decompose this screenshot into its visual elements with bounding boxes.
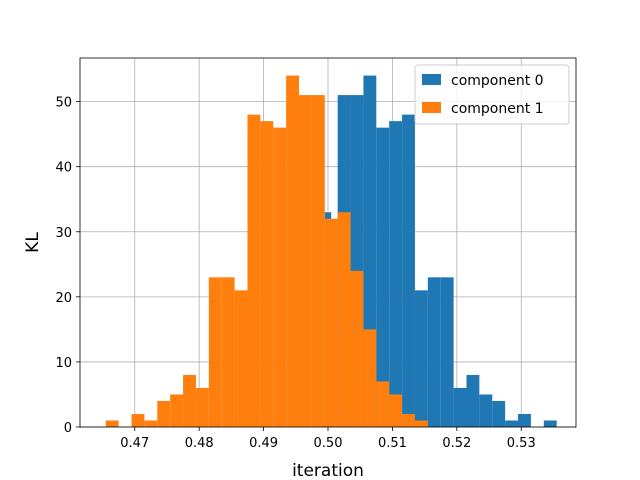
y-tick-label: 10 bbox=[55, 356, 72, 371]
histogram-bar-component-0 bbox=[479, 394, 493, 427]
histogram-bar-component-1 bbox=[183, 374, 196, 427]
histogram-bar-component-1 bbox=[247, 114, 261, 427]
histogram-bar-component-1 bbox=[234, 290, 248, 427]
histogram-bar-component-1 bbox=[208, 277, 222, 427]
x-tick-label: 0.47 bbox=[120, 436, 149, 451]
histogram-bar-component-1 bbox=[350, 270, 364, 427]
histogram-bar-component-1 bbox=[131, 413, 145, 427]
y-tick-label: 0 bbox=[64, 421, 72, 436]
histogram-bar-component-1 bbox=[273, 127, 287, 427]
histogram-bar-component-1 bbox=[402, 413, 415, 427]
y-tick-label: 30 bbox=[55, 226, 72, 241]
histogram-bar-component-1 bbox=[324, 218, 338, 427]
legend-swatch-component-0 bbox=[422, 74, 441, 85]
histogram-bar-component-1 bbox=[363, 329, 377, 427]
histogram-bar-component-0 bbox=[440, 277, 454, 427]
histogram-bar-component-1 bbox=[195, 387, 209, 427]
legend: component 0 component 1 bbox=[414, 64, 570, 125]
histogram-bar-component-0 bbox=[505, 420, 519, 427]
histogram-bar-component-1 bbox=[414, 420, 428, 427]
histogram-bar-component-1 bbox=[337, 212, 351, 427]
histogram-bar-component-0 bbox=[492, 400, 506, 427]
x-tick-label: 0.49 bbox=[249, 436, 278, 451]
bars bbox=[105, 75, 557, 428]
legend-label-component-0: component 0 bbox=[451, 73, 544, 89]
histogram-bar-component-1 bbox=[144, 420, 158, 427]
y-tick-label: 20 bbox=[55, 291, 72, 306]
x-tick-label: 0.50 bbox=[314, 436, 343, 451]
histogram-bar-component-0 bbox=[518, 413, 531, 427]
histogram-bar-component-1 bbox=[286, 75, 300, 428]
histogram-bar-component-1 bbox=[376, 381, 390, 427]
histogram-bar-component-1 bbox=[311, 95, 325, 427]
histogram-bar-component-1 bbox=[389, 394, 403, 427]
histogram-bar-component-0 bbox=[414, 290, 428, 427]
histogram-bar-component-1 bbox=[260, 121, 274, 427]
ticks: 0.47 0.48 0.49 0.50 0.51 0.52 0.53 0 10 20 30 40 50 bbox=[55, 96, 535, 451]
x-tick-label: 0.51 bbox=[378, 436, 407, 451]
histogram-bar-component-0 bbox=[466, 374, 480, 427]
y-axis-label: KL bbox=[23, 232, 43, 253]
y-tick-label: 40 bbox=[55, 161, 72, 176]
x-tick-label: 0.52 bbox=[442, 436, 471, 451]
x-tick-label: 0.53 bbox=[507, 436, 536, 451]
histogram-bar-component-0 bbox=[427, 277, 441, 427]
legend-box bbox=[414, 64, 570, 125]
histogram-bar-component-0 bbox=[376, 127, 390, 427]
histogram-bar-component-1 bbox=[157, 400, 171, 427]
histogram-bar-component-0 bbox=[543, 420, 557, 427]
histogram-bar-component-0 bbox=[402, 114, 415, 427]
legend-swatch-component-1 bbox=[422, 102, 441, 113]
histogram-bar-component-0 bbox=[389, 121, 403, 427]
histogram-bar-component-1 bbox=[221, 277, 235, 427]
legend-label-component-1: component 1 bbox=[451, 101, 544, 117]
histogram-bar-component-1 bbox=[299, 95, 312, 427]
histogram-bar-component-1 bbox=[170, 394, 184, 427]
x-tick-label: 0.48 bbox=[185, 436, 214, 451]
histogram-bar-component-0 bbox=[453, 387, 467, 427]
y-tick-label: 50 bbox=[55, 96, 72, 111]
histogram-bar-component-1 bbox=[105, 420, 119, 427]
x-axis-label: iteration bbox=[292, 461, 364, 480]
